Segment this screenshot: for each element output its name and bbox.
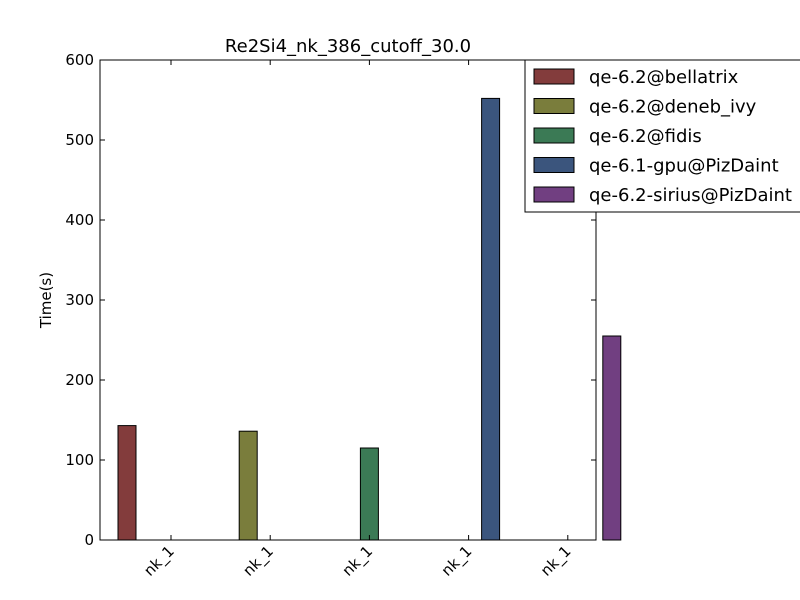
bars	[117, 97, 622, 541]
legend-label: qe-6.2@bellatrix	[589, 67, 739, 88]
y-tick-label: 600	[65, 51, 94, 69]
x-axis-ticks: nk_1 nk_1 nk_1 nk_1 nk_1	[140, 60, 575, 580]
x-tick-label: nk_1	[537, 542, 575, 580]
plot-area-frame	[99, 59, 597, 541]
legend-label: qe-6.2-sirius@PizDaint	[589, 185, 792, 206]
x-tick-label: nk_1	[339, 542, 377, 580]
legend-swatch	[533, 98, 575, 114]
y-tick-label: 0	[84, 531, 94, 549]
legend: qe-6.2@bellatrix qe-6.2@deneb_ivy qe-6.2@f…	[524, 59, 800, 213]
y-axis-label: Time(s)	[37, 272, 55, 329]
legend-swatch	[533, 157, 575, 173]
bar	[238, 430, 258, 541]
x-tick-label: nk_1	[140, 542, 178, 580]
y-tick-label: 500	[65, 131, 94, 149]
legend-label: qe-6.2@deneb_ivy	[589, 97, 757, 118]
bar	[602, 335, 622, 541]
chart-title: Re2Si4_nk_386_cutoff_30.0	[225, 36, 471, 57]
legend-label: qe-6.2@fidis	[589, 126, 702, 147]
bar	[481, 97, 501, 541]
legend-swatch	[533, 186, 575, 203]
bar	[359, 447, 379, 541]
legend-swatch	[533, 68, 575, 85]
y-tick-label: 300	[65, 291, 94, 309]
x-tick-label: nk_1	[438, 542, 476, 580]
legend-label: qe-6.1-gpu@PizDaint	[589, 156, 779, 177]
y-axis-ticks: 0 100 200 300 400 500 600	[65, 51, 596, 549]
y-tick-label: 400	[65, 211, 94, 229]
legend-swatch	[533, 127, 575, 144]
x-tick-label: nk_1	[239, 542, 277, 580]
y-tick-label: 100	[65, 451, 94, 469]
bar	[117, 425, 137, 541]
y-tick-label: 200	[65, 371, 94, 389]
